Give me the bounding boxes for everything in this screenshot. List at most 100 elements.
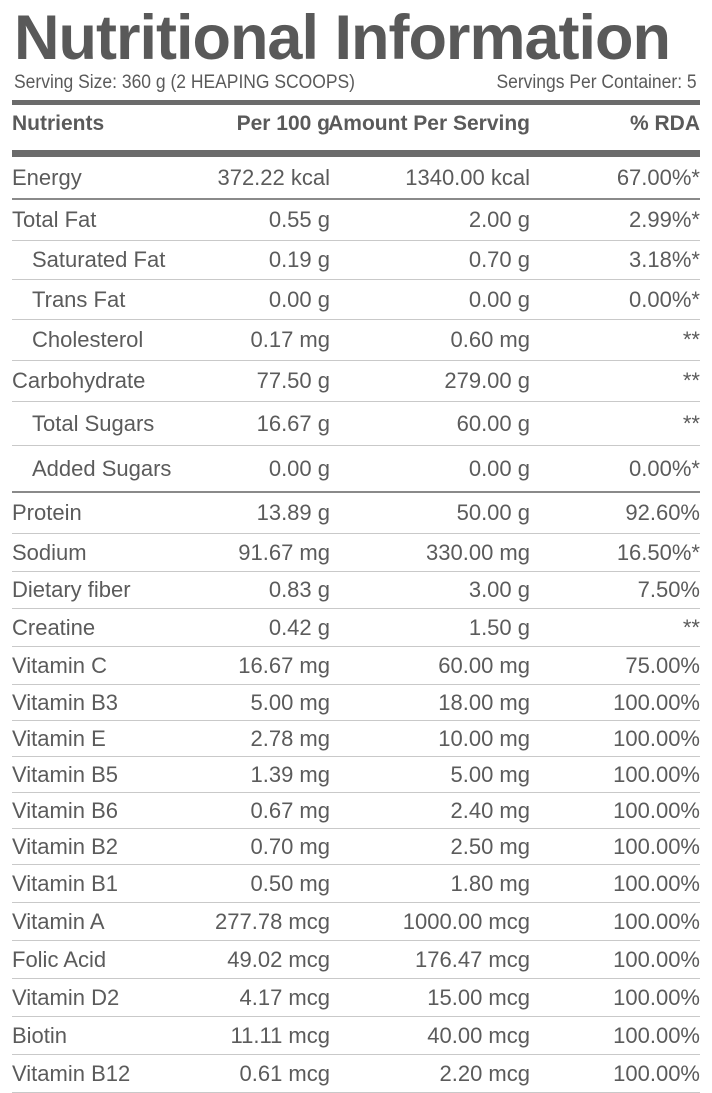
per-100g-value: 0.61 mcg — [239, 1060, 331, 1086]
per-100g-value: 4.17 mcg — [239, 984, 331, 1010]
table-header: Nutrients Per 100 g Amount Per Serving %… — [12, 112, 700, 148]
per-serving-value: 2.50 mg — [450, 833, 531, 859]
nutrient-name: Vitamin B6 — [12, 797, 118, 823]
top-divider — [12, 100, 700, 105]
rda-value: ** — [682, 368, 700, 393]
per-serving-value: 1340.00 kcal — [405, 164, 530, 190]
header-divider — [12, 150, 700, 157]
per-100g-value: 0.19 g — [268, 247, 330, 272]
nutrient-name: Total Sugars — [32, 410, 155, 436]
nutrient-name: Vitamin C — [12, 652, 107, 678]
table-row: Sodium 91.67 mg 330.00 mg 16.50%* — [12, 534, 700, 572]
header-nutrients: Nutrients — [12, 112, 105, 135]
per-100g-value: 0.00 g — [268, 455, 330, 481]
per-100g-value: 0.50 mg — [250, 870, 331, 896]
per-serving-value: 50.00 g — [456, 500, 530, 525]
table-row: Cholesterol 0.17 mg 0.60 mg ** — [12, 320, 700, 361]
nutrient-name: Vitamin D2 — [12, 984, 120, 1010]
table-row: Added Sugars 0.00 g 0.00 g 0.00%* — [12, 446, 700, 493]
per-100g-value: 16.67 g — [256, 410, 330, 436]
rda-value: 92.60% — [625, 500, 700, 525]
table-row: Trans Fat 0.00 g 0.00 g 0.00%* — [12, 280, 700, 320]
nutrient-table: Energy 372.22 kcal 1340.00 kcal 67.00%* Tota… — [12, 157, 700, 1093]
table-row: Vitamin A 277.78 mcg 1000.00 mcg 100.00% — [12, 903, 700, 941]
per-serving-value: 0.00 g — [468, 455, 530, 481]
table-row: Vitamin E 2.78 mg 10.00 mg 100.00% — [12, 721, 700, 757]
table-row: Vitamin B3 5.00 mg 18.00 mg 100.00% — [12, 685, 700, 721]
nutrient-name: Vitamin A — [12, 908, 105, 934]
header-per-100g: Per 100 g — [236, 112, 330, 135]
table-row: Vitamin C 16.67 mg 60.00 mg 75.00% — [12, 647, 700, 685]
nutrient-name: Folic Acid — [12, 946, 107, 972]
per-100g-value: 0.70 mg — [250, 833, 331, 859]
header-rda: % RDA — [629, 112, 700, 135]
rda-value: 3.18%* — [629, 247, 700, 272]
page-title: Nutritional Information — [14, 3, 671, 73]
per-100g-value: 0.00 g — [268, 286, 330, 312]
per-serving-value: 3.00 g — [468, 577, 530, 602]
rda-value: 16.50%* — [616, 539, 700, 565]
table-row: Vitamin D2 4.17 mcg 15.00 mcg 100.00% — [12, 979, 700, 1017]
per-serving-value: 1000.00 mcg — [402, 908, 530, 934]
per-serving-value: 0.70 g — [468, 247, 530, 272]
table-row: Vitamin B5 1.39 mg 5.00 mg 100.00% — [12, 757, 700, 793]
per-100g-value: 49.02 mcg — [227, 946, 330, 972]
table-row: Carbohydrate 77.50 g 279.00 g ** — [12, 361, 700, 402]
per-100g-value: 0.83 g — [268, 577, 330, 602]
nutrient-name: Trans Fat — [32, 286, 126, 312]
per-100g-value: 16.67 mg — [238, 652, 330, 678]
nutrition-panel: Nutritional Information Serving Size: 36… — [12, 3, 700, 1093]
nutrient-name: Total Fat — [12, 207, 97, 232]
per-100g-value: 0.42 g — [268, 614, 330, 640]
nutrient-name: Creatine — [12, 614, 96, 640]
per-serving-value: 176.47 mcg — [415, 946, 530, 972]
serving-info: Serving Size: 360 g (2 HEAPING SCOOPS) S… — [14, 72, 697, 94]
per-100g-value: 11.11 mcg — [230, 1022, 330, 1048]
per-100g-value: 0.17 mg — [250, 327, 331, 352]
per-serving-value: 60.00 mg — [438, 652, 530, 678]
rda-value: 100.00% — [613, 761, 700, 787]
nutrient-name: Vitamin B1 — [12, 870, 118, 896]
rda-value: 0.00%* — [629, 286, 700, 312]
per-serving-value: 2.20 mcg — [439, 1060, 531, 1086]
table-row: Folic Acid 49.02 mcg 176.47 mcg 100.00% — [12, 941, 700, 979]
per-serving-value: 15.00 mcg — [427, 984, 530, 1010]
nutrient-name: Vitamin E — [12, 725, 106, 751]
rda-value: ** — [682, 614, 700, 640]
table-row: Dietary fiber 0.83 g 3.00 g 7.50% — [12, 572, 700, 609]
table-row: Protein 13.89 g 50.00 g 92.60% — [12, 493, 700, 534]
nutrient-name: Protein — [12, 500, 82, 525]
rda-value: 2.99%* — [629, 207, 700, 232]
rda-value: 100.00% — [613, 725, 700, 751]
per-100g-value: 372.22 kcal — [217, 164, 330, 190]
per-100g-value: 0.55 g — [268, 207, 330, 232]
table-row: Energy 372.22 kcal 1340.00 kcal 67.00%* — [12, 157, 700, 200]
nutrient-name: Sodium — [12, 539, 87, 565]
rda-value: 100.00% — [613, 984, 700, 1010]
table-row: Total Sugars 16.67 g 60.00 g ** — [12, 402, 700, 446]
nutrient-name: Added Sugars — [32, 455, 172, 481]
nutrient-name: Biotin — [12, 1022, 68, 1048]
per-serving-value: 5.00 mg — [450, 761, 531, 787]
per-serving-value: 330.00 mg — [426, 539, 530, 565]
per-serving-value: 0.60 mg — [450, 327, 531, 352]
rda-value: 100.00% — [613, 689, 700, 715]
rda-value: 100.00% — [613, 946, 700, 972]
per-100g-value: 91.67 mg — [238, 539, 330, 565]
nutrient-name: Vitamin B3 — [12, 689, 118, 715]
rda-value: 100.00% — [613, 833, 700, 859]
rda-value: 0.00%* — [629, 455, 700, 481]
per-serving-value: 279.00 g — [444, 368, 530, 393]
rda-value: 75.00% — [625, 652, 700, 678]
per-100g-value: 77.50 g — [256, 368, 330, 393]
rda-value: 100.00% — [613, 1022, 700, 1048]
header-per-serving: Amount Per Serving — [328, 112, 530, 135]
table-row: Saturated Fat 0.19 g 0.70 g 3.18%* — [12, 241, 700, 280]
rda-value: 100.00% — [613, 1060, 700, 1086]
per-serving-value: 18.00 mg — [438, 689, 530, 715]
nutrient-name: Vitamin B12 — [12, 1060, 131, 1086]
rda-value: 7.50% — [637, 577, 700, 602]
per-serving-value: 60.00 g — [456, 410, 530, 436]
per-100g-value: 277.78 mcg — [215, 908, 330, 934]
nutrient-name: Carbohydrate — [12, 368, 146, 393]
